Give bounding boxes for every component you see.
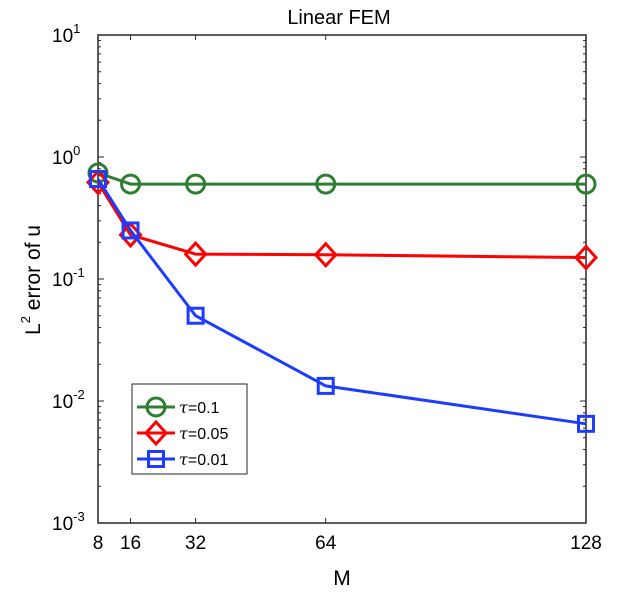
y-tick-label: 10-1 (52, 265, 85, 291)
y-tick-label: 100 (52, 143, 80, 169)
legend-marker (145, 396, 167, 418)
chart-title: Linear FEM (287, 7, 390, 29)
data-point (315, 173, 337, 195)
data-point (185, 173, 207, 195)
data-point (183, 240, 208, 268)
y-axis: 10-3 10-2 10-1 100 101 (52, 21, 586, 535)
legend-label: τ=0.01 (179, 450, 228, 469)
y-tick-label: 10-2 (52, 387, 85, 413)
x-axis: 8 16 32 64 128 (93, 35, 602, 554)
y-tick-label: 10-3 (52, 509, 85, 535)
data-point (121, 221, 140, 240)
data-point (573, 244, 599, 271)
data-point (313, 241, 338, 268)
legend-item: τ=0.05 (137, 419, 228, 447)
svg-text:L2 error of u: L2 error of u (18, 225, 45, 335)
data-point (186, 306, 205, 325)
data-point (89, 170, 107, 189)
legend-item: τ=0.01 (137, 450, 228, 469)
series-0 (87, 162, 597, 195)
legend-label: τ=0.05 (179, 424, 228, 443)
data-point (575, 173, 597, 195)
x-tick-label: 128 (570, 533, 602, 554)
x-tick-label: 32 (185, 533, 206, 554)
data-point (316, 376, 335, 395)
legend: τ=0.1 τ=0.05 τ=0.01 (131, 383, 248, 475)
y-axis-label: L2 error of u (18, 225, 45, 335)
series-line (96, 178, 587, 426)
legend-label: τ=0.1 (179, 398, 220, 417)
x-tick-label: 64 (315, 533, 337, 554)
x-tick-label: 16 (120, 533, 141, 554)
legend-item: τ=0.1 (137, 396, 220, 418)
series-line (97, 171, 586, 186)
series-2 (89, 170, 595, 433)
data-point (577, 414, 595, 433)
legend-marker (143, 419, 169, 447)
legend-marker (147, 450, 165, 468)
y-tick-label: 101 (52, 21, 80, 47)
series-line (96, 181, 587, 260)
data-series (85, 162, 599, 433)
x-axis-label: M (333, 567, 351, 590)
x-tick-label: 8 (93, 533, 104, 554)
data-point (120, 173, 142, 195)
